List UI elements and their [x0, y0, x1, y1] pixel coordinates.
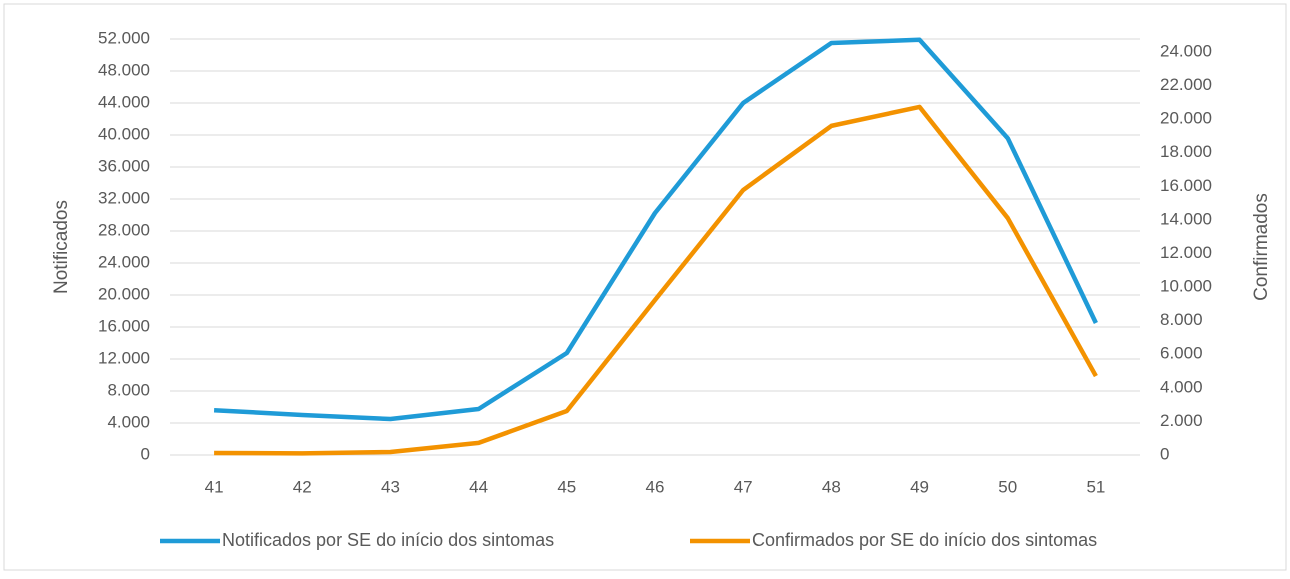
y2-tick-label: 20.000 — [1160, 109, 1212, 128]
y-tick-label: 4.000 — [107, 412, 150, 431]
y-tick-label: 36.000 — [98, 156, 150, 175]
x-tick-label: 49 — [910, 477, 929, 496]
y2-tick-label: 10.000 — [1160, 277, 1212, 296]
y2-tick-label: 16.000 — [1160, 176, 1212, 195]
y-tick-label: 52.000 — [98, 28, 150, 47]
y-tick-label: 16.000 — [98, 316, 150, 335]
y2-axis-label: Confirmados — [1251, 193, 1272, 301]
y2-tick-label: 14.000 — [1160, 209, 1212, 228]
x-tick-label: 42 — [293, 477, 312, 496]
x-tick-label: 46 — [646, 477, 665, 496]
series-line — [214, 104, 1098, 456]
y-tick-label: 40.000 — [98, 124, 150, 143]
legend-label: Confirmados por SE do início dos sintoma… — [752, 530, 1097, 550]
legend-label: Notificados por SE do início dos sintoma… — [222, 530, 554, 550]
x-tick-label: 44 — [469, 477, 488, 496]
x-tick-label: 45 — [557, 477, 576, 496]
y-tick-label: 44.000 — [98, 92, 150, 111]
y2-tick-label: 22.000 — [1160, 75, 1212, 94]
y2-tick-label: 2.000 — [1160, 411, 1203, 430]
y2-tick-label: 24.000 — [1160, 41, 1212, 60]
y-tick-label: 24.000 — [98, 252, 150, 271]
y2-tick-label: 18.000 — [1160, 142, 1212, 161]
y2-tick-label: 8.000 — [1160, 310, 1203, 329]
y-tick-label: 28.000 — [98, 220, 150, 239]
y-tick-label: 0 — [141, 444, 150, 463]
y-tick-label: 12.000 — [98, 348, 150, 367]
y-tick-label: 32.000 — [98, 188, 150, 207]
y2-tick-label: 6.000 — [1160, 344, 1203, 363]
x-tick-label: 48 — [822, 477, 841, 496]
x-tick-label: 51 — [1086, 477, 1105, 496]
chart-frame — [3, 3, 1287, 571]
series-line — [213, 37, 1098, 422]
y2-tick-label: 12.000 — [1160, 243, 1212, 262]
y-tick-label: 8.000 — [107, 380, 150, 399]
x-tick-label: 41 — [205, 477, 224, 496]
x-tick-label: 43 — [381, 477, 400, 496]
y-tick-label: 20.000 — [98, 284, 150, 303]
x-tick-label: 47 — [734, 477, 753, 496]
y2-tick-label: 4.000 — [1160, 377, 1203, 396]
y2-tick-label: 0 — [1160, 444, 1169, 463]
x-tick-label: 50 — [998, 477, 1017, 496]
y-axis-label: Notificados — [51, 200, 72, 294]
y-tick-label: 48.000 — [98, 60, 150, 79]
